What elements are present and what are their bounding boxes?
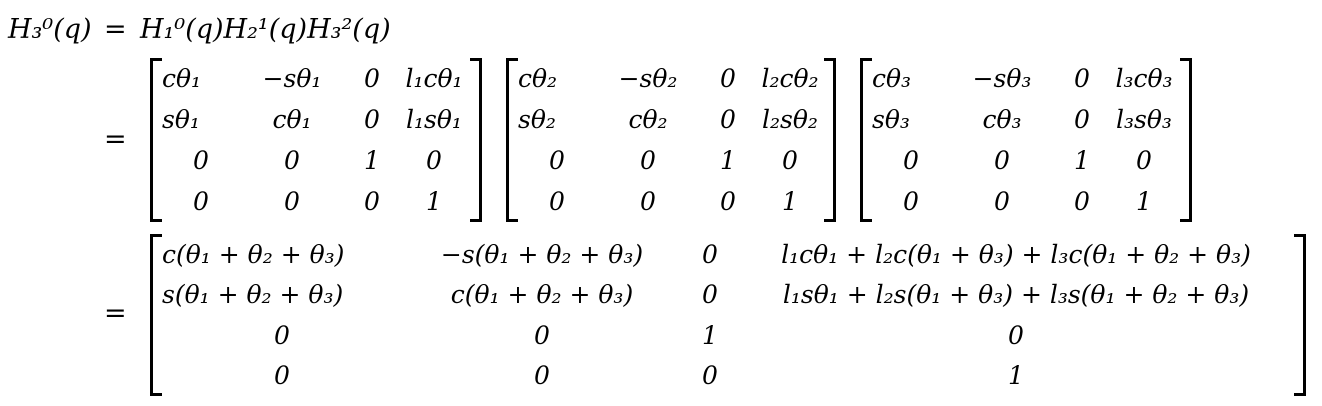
matrix-cell: 0	[193, 146, 209, 175]
matrix-cell: 0	[782, 146, 798, 175]
matrix-cell: l₁cθ₁ + l₂c(θ₁ + θ₃) + l₃c(θ₁ + θ₂ + θ₃)	[781, 239, 1251, 269]
matrix-h1: cθ₁ −sθ₁ 0 l₁cθ₁ sθ₁ cθ₁ 0 l₁sθ₁ 0 0 1 0…	[150, 58, 482, 222]
matrix-cell: 0	[284, 187, 300, 216]
right-bracket	[470, 58, 482, 222]
matrix-cell: 0	[284, 146, 300, 175]
matrix-cell: l₃cθ₃	[1115, 64, 1173, 93]
matrix-cell: −sθ₂	[618, 64, 678, 93]
matrix-cell: 0	[364, 105, 380, 134]
equation-line-1: H₃⁰(q) = H₁⁰(q)H₂¹(q)H₃²(q)	[0, 14, 1322, 54]
matrix-cell: 0	[274, 361, 290, 391]
matrix-cell: cθ₂	[628, 105, 668, 134]
matrix-cell: sθ₃	[872, 105, 910, 134]
product-expression: H₁⁰(q)H₂¹(q)H₃²(q)	[140, 14, 391, 45]
matrix-cell: 1	[720, 146, 736, 175]
equals-sign-1: =	[104, 14, 127, 45]
matrix-result: c(θ₁ + θ₂ + θ₃) −s(θ₁ + θ₂ + θ₃) 0 l₁cθ₁…	[150, 234, 1306, 396]
matrix-cell: 0	[720, 187, 736, 216]
matrix-cell: 0	[702, 239, 718, 269]
matrix-cell: l₁sθ₁ + l₂s(θ₁ + θ₃) + l₃s(θ₁ + θ₂ + θ₃)	[782, 280, 1250, 310]
matrix-cell: 0	[1074, 64, 1090, 93]
matrix-grid: cθ₃ −sθ₃ 0 l₃cθ₃ sθ₃ cθ₃ 0 l₃sθ₃ 0 0 1 0…	[872, 58, 1180, 222]
matrix-cell: 0	[640, 146, 656, 175]
matrix-cell: l₁cθ₁	[405, 64, 463, 93]
matrix-cell: 0	[640, 187, 656, 216]
matrix-cell: 0	[903, 146, 919, 175]
matrix-cell: l₁sθ₁	[406, 105, 462, 134]
matrix-cell: cθ₃	[872, 64, 912, 93]
matrix-grid: c(θ₁ + θ₂ + θ₃) −s(θ₁ + θ₂ + θ₃) 0 l₁cθ₁…	[162, 234, 1294, 396]
matrix-cell: l₂cθ₂	[761, 64, 819, 93]
matrix-cell: l₃sθ₃	[1116, 105, 1172, 134]
matrix-h3: cθ₃ −sθ₃ 0 l₃cθ₃ sθ₃ cθ₃ 0 l₃sθ₃ 0 0 1 0…	[860, 58, 1192, 222]
equals-sign-3: =	[104, 298, 127, 329]
matrix-cell: 0	[720, 105, 736, 134]
matrix-cell: 0	[364, 64, 380, 93]
matrix-cell: 0	[702, 361, 718, 391]
matrix-cell: 0	[534, 320, 550, 350]
right-bracket	[824, 58, 836, 222]
matrix-cell: 0	[1074, 105, 1090, 134]
matrix-cell: 1	[1136, 187, 1152, 216]
matrix-cell: 0	[364, 187, 380, 216]
left-bracket	[860, 58, 872, 222]
equals-sign-2: =	[104, 124, 127, 155]
matrix-cell: −sθ₁	[262, 64, 322, 93]
matrix-cell: 0	[1008, 320, 1024, 350]
matrix-cell: −sθ₃	[972, 64, 1032, 93]
left-bracket	[150, 58, 162, 222]
matrix-cell: 0	[426, 146, 442, 175]
matrix-cell: l₂sθ₂	[762, 105, 818, 134]
matrix-grid: cθ₁ −sθ₁ 0 l₁cθ₁ sθ₁ cθ₁ 0 l₁sθ₁ 0 0 1 0…	[162, 58, 470, 222]
left-bracket	[506, 58, 518, 222]
matrix-cell: 0	[720, 64, 736, 93]
matrix-cell: 0	[549, 146, 565, 175]
matrix-cell: c(θ₁ + θ₂ + θ₃)	[162, 239, 345, 269]
matrix-cell: 0	[1136, 146, 1152, 175]
lhs-expression: H₃⁰(q)	[8, 14, 92, 45]
matrix-cell: 1	[364, 146, 380, 175]
matrix-cell: cθ₁	[162, 64, 202, 93]
matrix-cell: cθ₁	[272, 105, 312, 134]
matrix-cell: 1	[702, 320, 718, 350]
matrix-cell: 1	[426, 187, 442, 216]
matrix-cell: 0	[1074, 187, 1090, 216]
left-bracket	[150, 234, 162, 396]
matrix-cell: 1	[1074, 146, 1090, 175]
matrix-cell: sθ₂	[518, 105, 556, 134]
matrix-cell: s(θ₁ + θ₂ + θ₃)	[162, 280, 344, 310]
matrix-cell: 0	[549, 187, 565, 216]
matrix-cell: 0	[702, 280, 718, 310]
right-bracket	[1294, 234, 1306, 396]
matrix-cell: sθ₁	[162, 105, 200, 134]
matrix-h2: cθ₂ −sθ₂ 0 l₂cθ₂ sθ₂ cθ₂ 0 l₂sθ₂ 0 0 1 0…	[506, 58, 836, 222]
matrix-cell: 0	[994, 187, 1010, 216]
right-bracket	[1180, 58, 1192, 222]
matrix-cell: 1	[782, 187, 798, 216]
matrix-cell: c(θ₁ + θ₂ + θ₃)	[450, 280, 634, 310]
matrix-grid: cθ₂ −sθ₂ 0 l₂cθ₂ sθ₂ cθ₂ 0 l₂sθ₂ 0 0 1 0…	[518, 58, 824, 222]
matrix-cell: −s(θ₁ + θ₂ + θ₃)	[440, 239, 644, 269]
matrix-cell: 0	[193, 187, 209, 216]
matrix-cell: cθ₂	[518, 64, 558, 93]
matrix-cell: 0	[274, 320, 290, 350]
matrix-cell: 0	[903, 187, 919, 216]
matrix-cell: 1	[1008, 361, 1024, 391]
matrix-cell: 0	[994, 146, 1010, 175]
matrix-cell: cθ₃	[982, 105, 1022, 134]
matrix-cell: 0	[534, 361, 550, 391]
